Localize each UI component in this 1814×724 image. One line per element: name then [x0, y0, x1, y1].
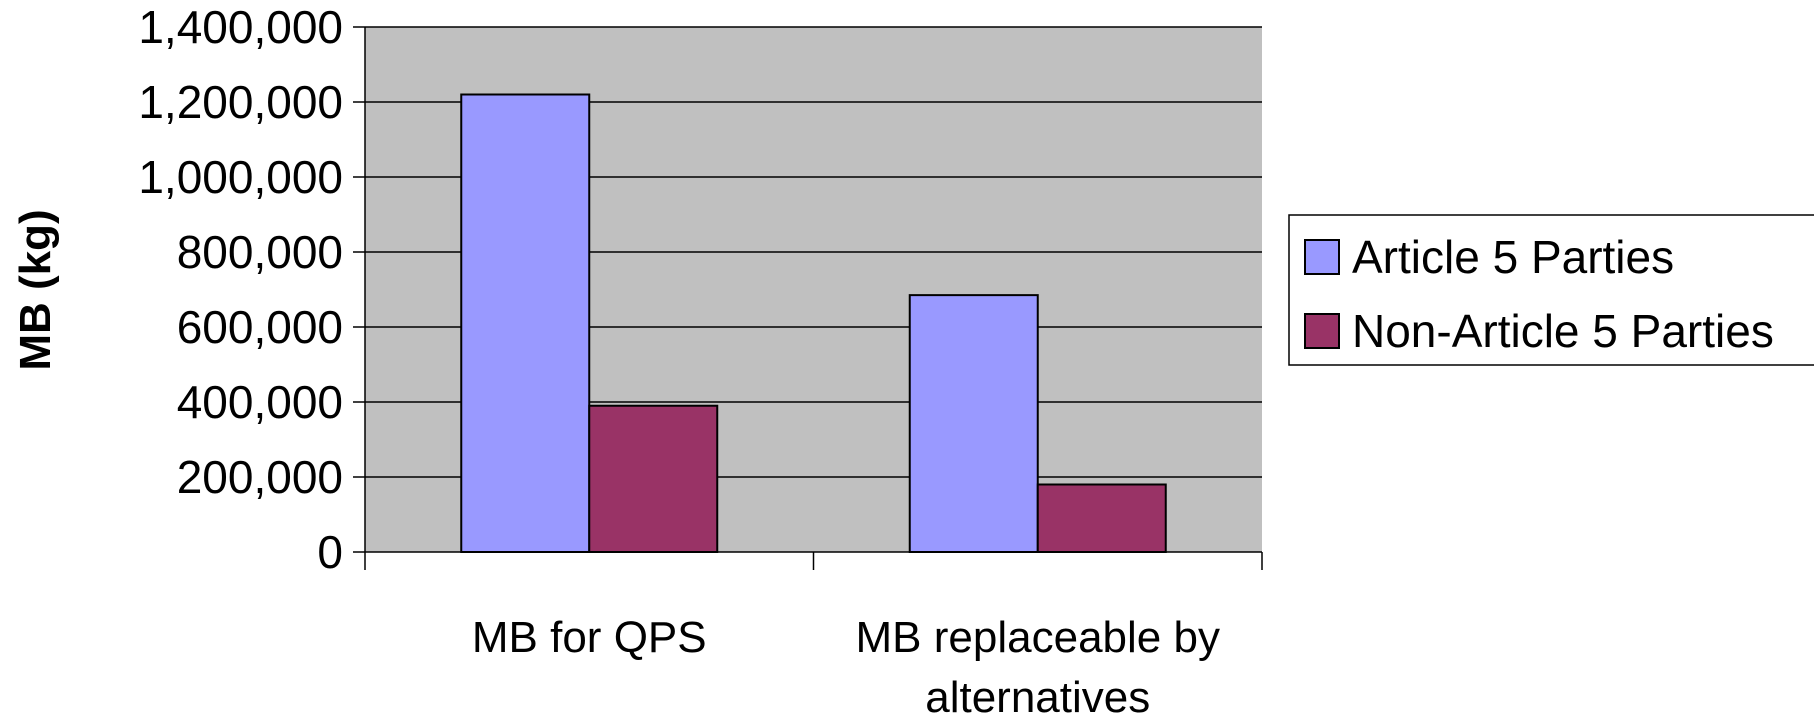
y-tick-label: 600,000: [177, 301, 343, 353]
legend-label: Non-Article 5 Parties: [1352, 305, 1774, 357]
legend-box: [1288, 214, 1814, 366]
y-tick-label: 800,000: [177, 226, 343, 278]
legend-swatch: [1304, 313, 1340, 349]
bar: [1036, 483, 1167, 553]
x-category-label: alternatives: [925, 673, 1150, 722]
legend: Article 5 Parties Non-Article 5 Parties: [1288, 214, 1814, 366]
bar: [588, 404, 719, 553]
bar: [908, 294, 1039, 553]
legend-label: Article 5 Parties: [1352, 231, 1674, 283]
y-tick-labels: 0 200,000 400,000 600,000 800,000 1,000,000 1,…: [138, 1, 343, 578]
x-category-label: MB for QPS: [472, 613, 707, 662]
y-tick-label: 0: [317, 526, 343, 578]
y-tick-label: 400,000: [177, 376, 343, 428]
y-tick-label: 1,400,000: [138, 1, 343, 53]
y-tick-label: 1,000,000: [138, 151, 343, 203]
bar: [460, 93, 591, 553]
legend-swatch: [1304, 239, 1340, 275]
x-category-label: MB replaceable by: [856, 613, 1220, 662]
x-category-labels: MB for QPS MB replaceable by alternatives: [472, 613, 1220, 722]
y-tick-label: 200,000: [177, 451, 343, 503]
y-axis-label: MB (kg): [11, 209, 60, 370]
axes: [353, 26, 1263, 570]
y-tick-label: 1,200,000: [138, 76, 343, 128]
